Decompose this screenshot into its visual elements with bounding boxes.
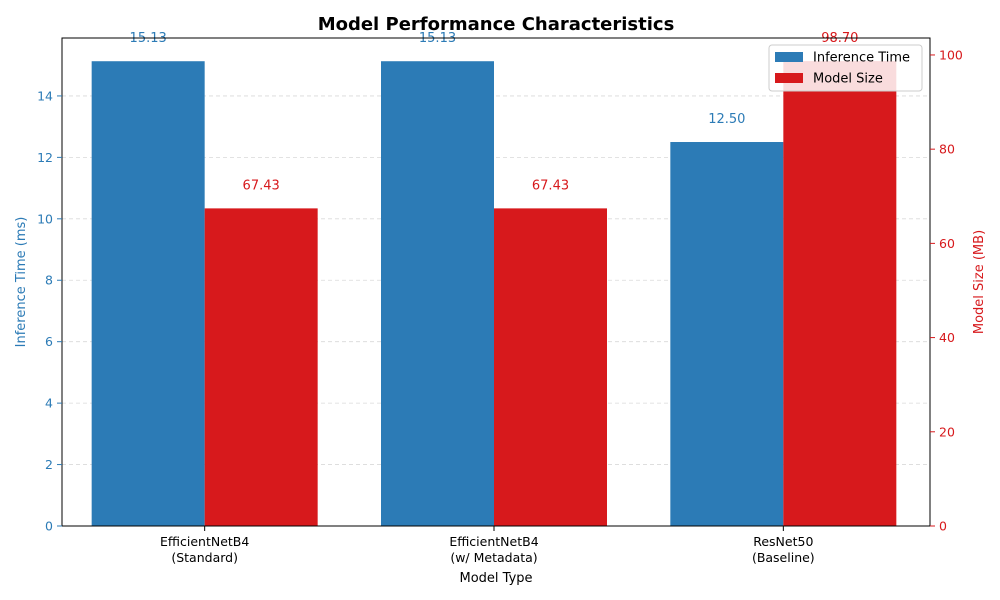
legend-label: Inference Time [813,51,910,66]
legend: Inference Time Model Size [768,44,923,92]
legend-box [768,44,923,92]
bar-model-size [783,61,897,526]
y-right-tick-label: 0 [939,519,947,534]
data-labels: 15.13 67.43 15.13 67.43 12.50 98.70 [130,31,859,193]
x-axis-label: Model Type [459,571,532,586]
y-left-tick-label: 4 [45,396,53,411]
bar-inference-time [670,142,784,526]
y-right-tick-label: 60 [939,236,955,251]
x-tick-label-line: EfficientNetB4 [449,534,538,549]
bar-inference-time [381,61,494,526]
x-tick-label-line: EfficientNetB4 [160,534,249,549]
x-tick-label-line: (w/ Metadata) [450,550,537,565]
chart-title: Model Performance Characteristics [318,14,675,35]
data-label: 15.13 [130,31,167,46]
y-right-tick-label: 40 [939,330,955,345]
right-axis: 0 20 40 60 80 100 [930,47,963,534]
y-left-tick-label: 10 [37,211,53,226]
bars [91,61,897,526]
y-left-tick-label: 14 [37,88,53,103]
legend-swatch [775,73,803,83]
left-axis: 0 2 4 6 8 10 12 14 [37,88,62,534]
bar-model-size [204,208,318,526]
bar-model-size [494,208,607,526]
x-tick-label: EfficientNetB4 (w/ Metadata) [449,534,538,565]
y-left-tick-label: 2 [45,457,53,472]
x-axis: EfficientNetB4 (Standard)EfficientNetB4 (w… [160,526,815,565]
y-right-tick-label: 80 [939,142,955,157]
y-right-axis-label: Model Size (MB) [972,230,987,334]
y-left-tick-label: 0 [45,519,53,534]
x-tick-label-line: (Standard) [171,550,238,565]
x-tick-label-line: (Baseline) [752,550,815,565]
x-tick-label-line: ResNet50 [753,534,813,549]
y-right-tick-label: 100 [939,47,963,62]
y-left-tick-label: 8 [45,273,53,288]
x-tick-label: ResNet50 (Baseline) [752,534,815,565]
y-left-tick-label: 12 [37,150,53,165]
legend-swatch [775,52,803,62]
data-label: 67.43 [532,178,569,193]
data-label: 15.13 [419,31,456,46]
x-tick-label: EfficientNetB4 (Standard) [160,534,249,565]
bar-inference-time [91,61,205,526]
data-label: 12.50 [708,112,745,127]
plot-frame [61,37,931,527]
y-left-tick-label: 6 [45,334,53,349]
data-label: 67.43 [243,178,280,193]
y-right-tick-label: 20 [939,424,955,439]
legend-label: Model Size [813,72,883,87]
y-left-axis-label: Inference Time (ms) [14,217,29,348]
data-label: 98.70 [821,31,858,46]
